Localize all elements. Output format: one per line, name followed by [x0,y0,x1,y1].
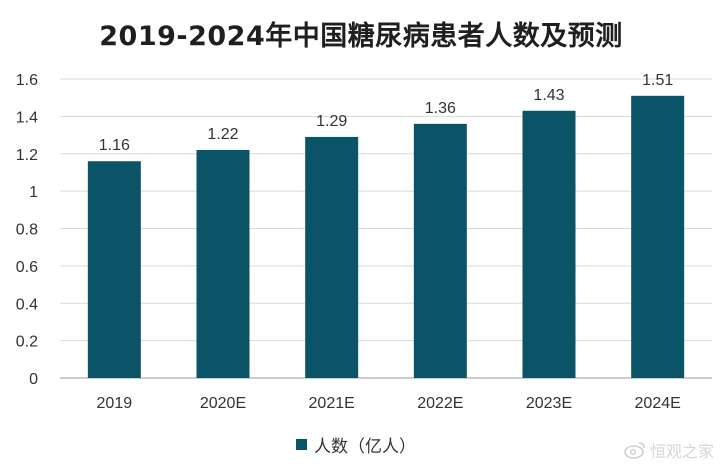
bar [522,110,576,379]
y-tick-label: 0.4 [16,296,38,313]
y-tick-label: 0.6 [16,259,38,276]
bars [87,95,685,379]
x-tick-label: 2024E [635,395,681,412]
bar [87,161,141,378]
bar [413,123,467,378]
x-axis-tick-labels: 2019 2020E 2021E 2022E 2023E 2024E [97,395,681,412]
y-axis-tick-labels: 0 0.2 0.4 0.6 0.8 1 1.2 1.4 1.6 [16,72,38,388]
y-tick-label: 0.8 [16,222,38,239]
watermark-text: 恒观之家 [649,442,714,461]
bar [305,136,359,378]
data-label: 1.29 [316,113,347,130]
y-tick-label: 1.4 [16,109,38,126]
data-label: 1.16 [99,137,130,154]
watermark: 恒观之家 [624,438,714,462]
x-tick-label: 2023E [526,395,572,412]
y-tick-label: 0 [29,371,38,388]
y-tick-label: 0.2 [16,334,38,351]
chart-title: 2019-2024年中国糖尿病患者人数及预测 [99,21,623,52]
legend-label: 人数（亿人） [314,437,416,457]
x-tick-label: 2020E [200,395,246,412]
x-tick-label: 2019 [97,395,133,412]
y-tick-label: 1.2 [16,147,38,164]
data-label: 1.22 [207,126,238,143]
bar [631,95,685,378]
data-labels: 1.16 1.22 1.29 1.36 1.43 1.51 [99,72,674,154]
legend-swatch [296,439,307,450]
legend: 人数（亿人） [296,432,416,457]
gridlines [60,78,712,379]
data-label: 1.43 [533,87,564,104]
weibo-icon [624,442,645,459]
x-tick-label: 2021E [309,395,355,412]
bar [196,150,250,378]
x-tick-label: 2022E [417,395,463,412]
data-label: 1.36 [425,100,456,117]
y-tick-label: 1.6 [16,72,38,89]
data-label: 1.51 [642,72,673,89]
y-tick-label: 1 [29,184,38,201]
